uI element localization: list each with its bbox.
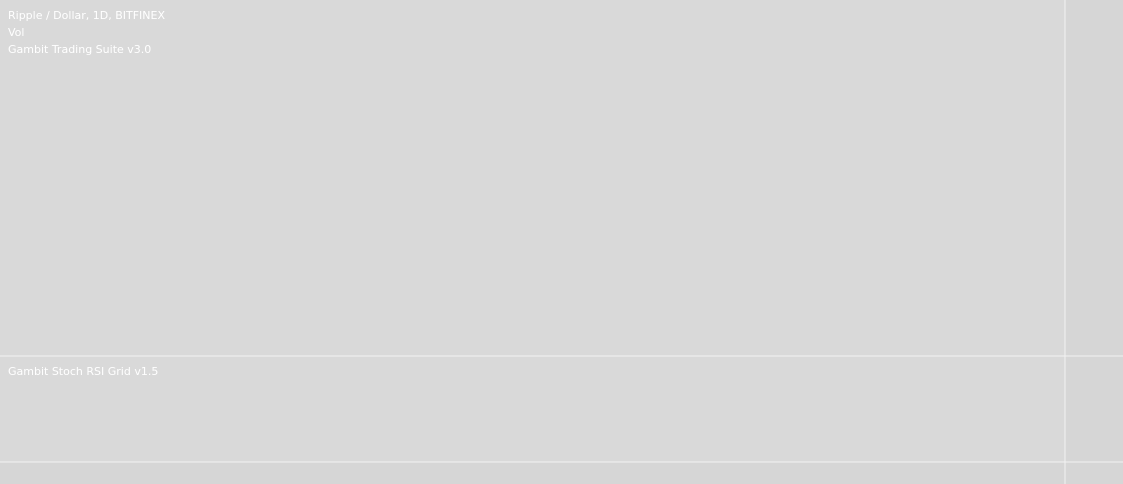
plot-background: [0, 0, 1065, 462]
indicator-label: Vol: [8, 26, 24, 39]
chart-title: Ripple / Dollar, 1D, BITFINEX: [8, 9, 165, 22]
indicator-label: Gambit Trading Suite v3.0: [8, 43, 151, 56]
panel-title: Gambit Stoch RSI Grid v1.5: [8, 365, 158, 378]
